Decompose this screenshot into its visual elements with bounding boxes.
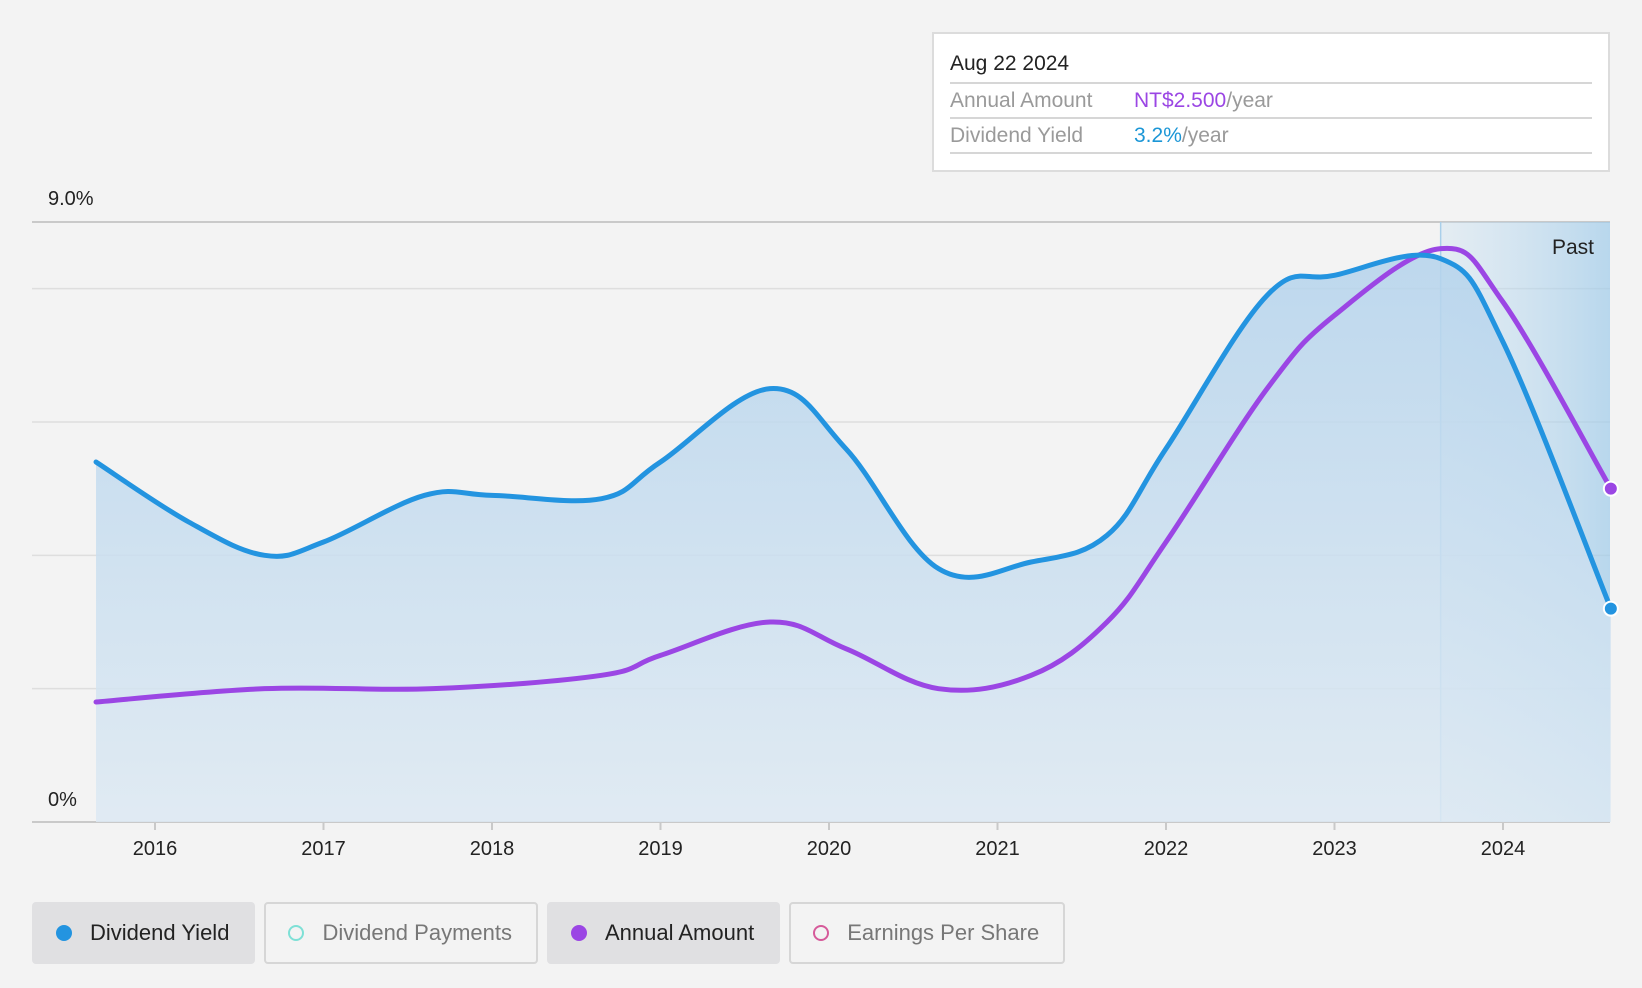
tooltip-row-dividend-yield: Dividend Yield 3.2% /year <box>950 119 1592 154</box>
tooltip-unit: /year <box>1181 124 1229 147</box>
legend-label: Annual Amount <box>604 920 755 945</box>
tooltip-row-annual-amount: Annual Amount NT$2.500 /year <box>950 84 1592 119</box>
legend-label: Earnings Per Share <box>847 920 1040 945</box>
legend-item-annual-amount[interactable]: Annual Amount <box>546 902 781 964</box>
x-tick-label: 2020 <box>807 838 852 860</box>
legend-dot-icon <box>288 925 305 941</box>
x-tick-label: 2024 <box>1481 838 1526 860</box>
legend-dot-icon <box>813 925 830 941</box>
past-label: Past <box>1552 236 1594 259</box>
x-tick-label: 2016 <box>133 838 178 860</box>
y-axis-min-label: 0% <box>48 789 77 811</box>
dividend-yield-area <box>96 255 1611 823</box>
legend-dot-icon <box>56 925 72 941</box>
tooltip-unit: /year <box>1226 89 1273 112</box>
tooltip-date: Aug 22 2024 <box>950 48 1592 84</box>
legend-dot-icon <box>570 925 587 941</box>
x-tick-label: 2021 <box>975 838 1020 860</box>
tooltip-value: NT$2.500 <box>1134 89 1227 112</box>
legend-item-dividend-yield[interactable]: Dividend Yield <box>32 902 256 964</box>
x-tick-label: 2019 <box>638 838 683 860</box>
x-tick-label: 2023 <box>1312 838 1357 860</box>
tooltip-value: 3.2% <box>1134 124 1182 147</box>
x-tick-label: 2017 <box>301 838 346 860</box>
legend-item-earnings-per-share[interactable]: Earnings Per Share <box>789 902 1066 964</box>
dividend-yield-line <box>93 252 1614 612</box>
legend-label: Dividend Yield <box>90 920 230 945</box>
tooltip: Aug 22 2024 Annual Amount NT$2.500 /year… <box>932 32 1610 172</box>
annual-amount-end-marker <box>1602 480 1619 497</box>
annual-amount-line <box>93 245 1614 705</box>
x-axis: 2016 2017 2018 2019 2020 2021 2022 2023 2024 <box>133 822 1526 860</box>
y-axis-max-label: 9.0% <box>48 188 94 210</box>
legend-label: Dividend Payments <box>322 920 512 945</box>
x-tick-label: 2022 <box>1144 838 1189 860</box>
x-tick-label: 2018 <box>470 838 515 860</box>
dividend-yield-end-marker <box>1602 600 1619 617</box>
tooltip-key: Dividend Yield <box>950 124 1084 147</box>
legend-item-dividend-payments[interactable]: Dividend Payments <box>264 902 538 964</box>
legend: Dividend Yield Dividend Payments Annual … <box>32 902 1066 964</box>
tooltip-key: Annual Amount <box>950 89 1093 112</box>
